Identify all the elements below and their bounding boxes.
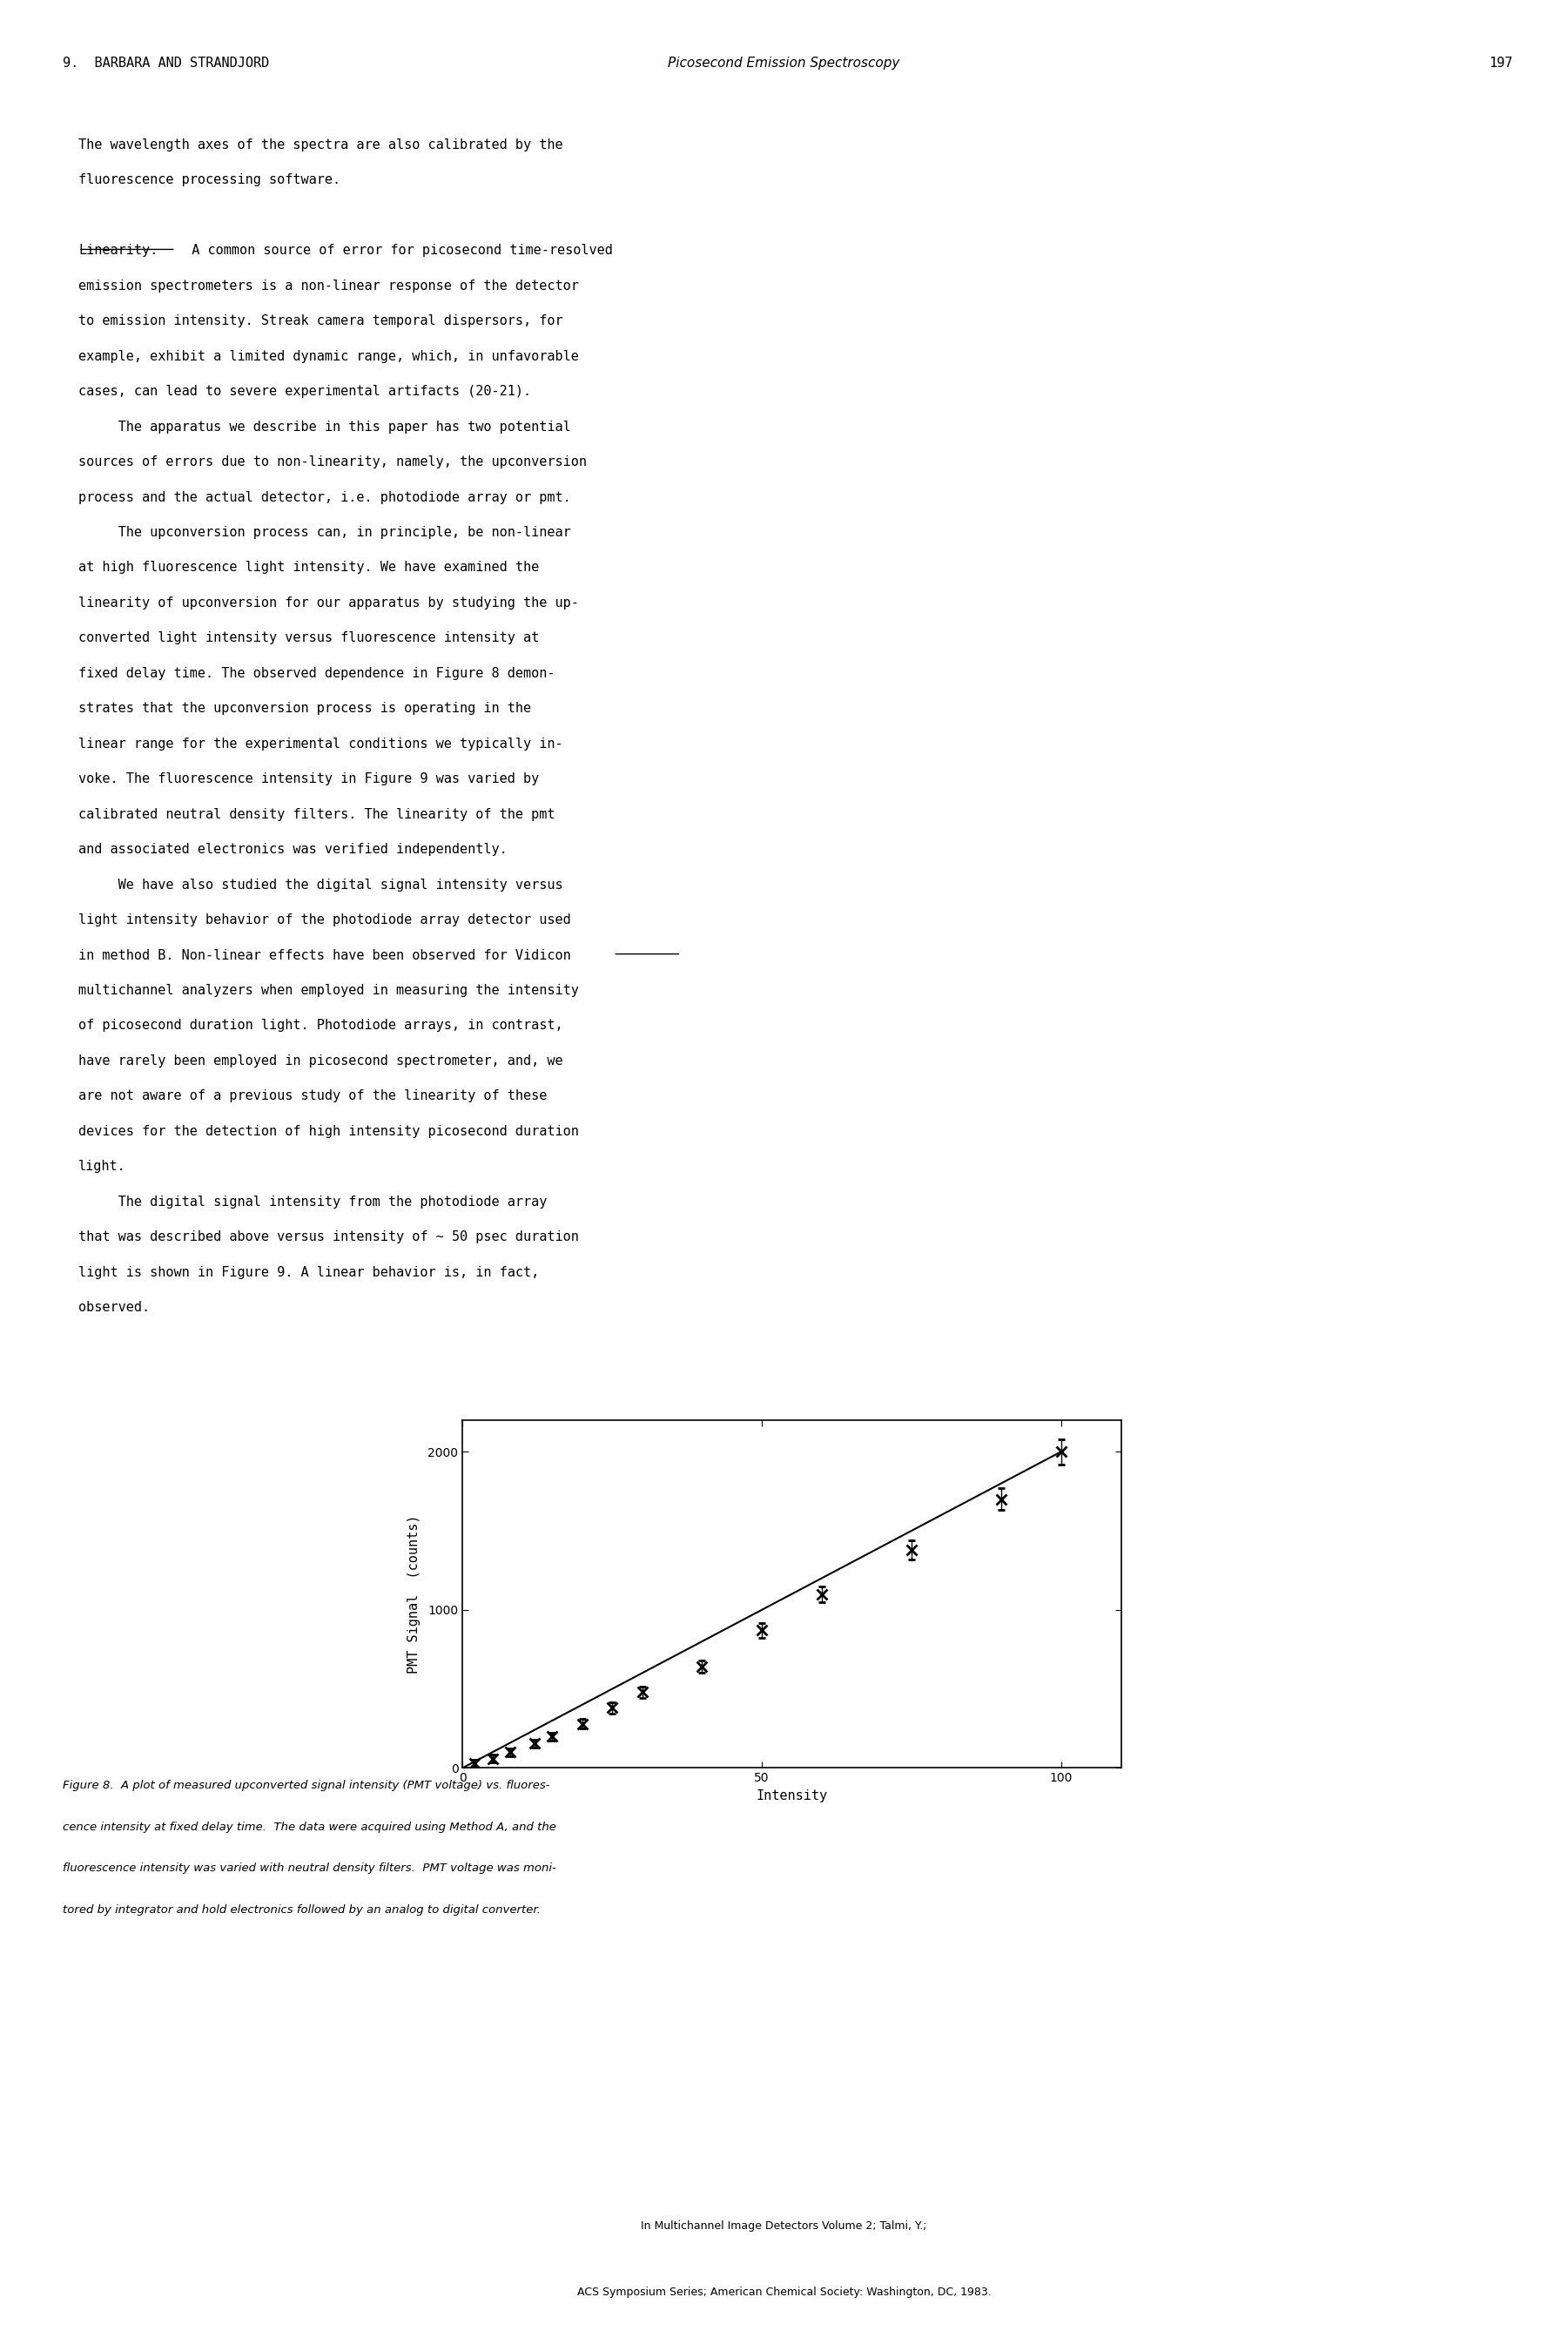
Text: The upconversion process can, in principle, be non-linear: The upconversion process can, in princip…	[78, 527, 571, 538]
Text: strates that the upconversion process is operating in the: strates that the upconversion process is…	[78, 703, 532, 715]
Text: process and the actual detector, i.e. photodiode array or pmt.: process and the actual detector, i.e. ph…	[78, 491, 571, 503]
Text: sources of errors due to non-linearity, namely, the upconversion: sources of errors due to non-linearity, …	[78, 456, 586, 468]
Text: ACS Symposium Series; American Chemical Society: Washington, DC, 1983.: ACS Symposium Series; American Chemical …	[577, 2285, 991, 2297]
Text: The digital signal intensity from the photodiode array: The digital signal intensity from the ph…	[78, 1194, 547, 1208]
Text: converted light intensity versus fluorescence intensity at: converted light intensity versus fluores…	[78, 632, 539, 644]
Text: fixed delay time. The observed dependence in Figure 8 demon-: fixed delay time. The observed dependenc…	[78, 668, 555, 679]
Text: linear range for the experimental conditions we typically in-: linear range for the experimental condit…	[78, 738, 563, 750]
Y-axis label: PMT Signal  (counts): PMT Signal (counts)	[408, 1514, 420, 1674]
Text: 197: 197	[1490, 56, 1513, 71]
Text: multichannel analyzers when employed in measuring the intensity: multichannel analyzers when employed in …	[78, 985, 579, 997]
Text: A common source of error for picosecond time-resolved: A common source of error for picosecond …	[176, 245, 613, 256]
Text: tored by integrator and hold electronics followed by an analog to digital conver: tored by integrator and hold electronics…	[63, 1904, 541, 1916]
Text: calibrated neutral density filters. The linearity of the pmt: calibrated neutral density filters. The …	[78, 809, 555, 820]
Text: voke. The fluorescence intensity in Figure 9 was varied by: voke. The fluorescence intensity in Figu…	[78, 773, 539, 785]
Text: devices for the detection of high intensity picosecond duration: devices for the detection of high intens…	[78, 1124, 579, 1138]
Text: and associated electronics was verified independently.: and associated electronics was verified …	[78, 844, 508, 856]
Text: 9.  BARBARA AND STRANDJORD: 9. BARBARA AND STRANDJORD	[63, 56, 270, 71]
Text: observed.: observed.	[78, 1300, 151, 1314]
Text: light.: light.	[78, 1159, 125, 1173]
Text: We have also studied the digital signal intensity versus: We have also studied the digital signal …	[78, 879, 563, 891]
Text: Figure 8.  A plot of measured upconverted signal intensity (PMT voltage) vs. flu: Figure 8. A plot of measured upconverted…	[63, 1780, 550, 1791]
Text: cases, can lead to severe experimental artifacts (20-21).: cases, can lead to severe experimental a…	[78, 386, 532, 397]
Text: linearity of upconversion for our apparatus by studying the up-: linearity of upconversion for our appara…	[78, 597, 579, 609]
Text: have rarely been employed in picosecond spectrometer, and, we: have rarely been employed in picosecond …	[78, 1053, 563, 1067]
Text: The apparatus we describe in this paper has two potential: The apparatus we describe in this paper …	[78, 421, 571, 433]
Text: Picosecond Emission Spectroscopy: Picosecond Emission Spectroscopy	[668, 56, 900, 71]
Text: to emission intensity. Streak camera temporal dispersors, for: to emission intensity. Streak camera tem…	[78, 315, 563, 327]
Text: fluorescence intensity was varied with neutral density filters.  PMT voltage was: fluorescence intensity was varied with n…	[63, 1862, 557, 1874]
Text: emission spectrometers is a non-linear response of the detector: emission spectrometers is a non-linear r…	[78, 280, 579, 292]
Text: fluorescence processing software.: fluorescence processing software.	[78, 174, 340, 186]
Text: In Multichannel Image Detectors Volume 2; Talmi, Y.;: In Multichannel Image Detectors Volume 2…	[641, 2219, 927, 2231]
Text: light intensity behavior of the photodiode array detector used: light intensity behavior of the photodio…	[78, 915, 571, 926]
Text: example, exhibit a limited dynamic range, which, in unfavorable: example, exhibit a limited dynamic range…	[78, 350, 579, 362]
X-axis label: Intensity: Intensity	[756, 1789, 828, 1803]
Text: that was described above versus intensity of ~ 50 psec duration: that was described above versus intensit…	[78, 1230, 579, 1244]
Text: The wavelength axes of the spectra are also calibrated by the: The wavelength axes of the spectra are a…	[78, 139, 563, 150]
Text: are not aware of a previous study of the linearity of these: are not aware of a previous study of the…	[78, 1089, 547, 1103]
Text: light is shown in Figure 9. A linear behavior is, in fact,: light is shown in Figure 9. A linear beh…	[78, 1265, 539, 1279]
Text: at high fluorescence light intensity. We have examined the: at high fluorescence light intensity. We…	[78, 562, 539, 574]
Text: in method B. Non-linear effects have been observed for Vidicon: in method B. Non-linear effects have bee…	[78, 950, 571, 962]
Text: cence intensity at fixed delay time.  The data were acquired using Method A, and: cence intensity at fixed delay time. The…	[63, 1822, 557, 1831]
Text: Linearity.: Linearity.	[78, 245, 158, 256]
Text: of picosecond duration light. Photodiode arrays, in contrast,: of picosecond duration light. Photodiode…	[78, 1020, 563, 1032]
